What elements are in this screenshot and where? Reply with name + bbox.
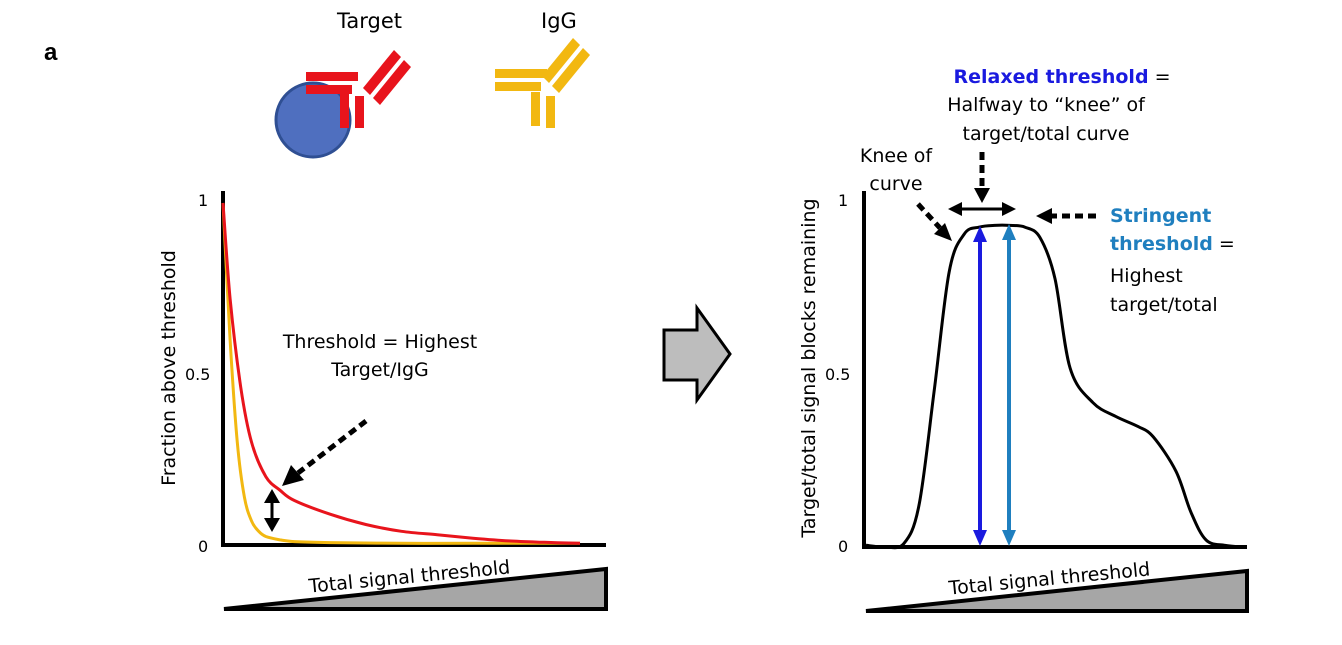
igg-curve [221, 202, 580, 545]
left-annotation-line2: Target/IgG [330, 359, 429, 381]
target-label: Target [336, 9, 402, 33]
antibody-schematic: Target IgG [274, 9, 590, 159]
igg-antibody-icon [495, 38, 590, 128]
right-chart: 1 0.5 0 Target/total signal blocks remai… [798, 66, 1249, 613]
stringent-label-line3: Highest [1110, 265, 1183, 287]
left-threshold-wedge [223, 566, 608, 611]
relaxed-label-suffix: = [1149, 66, 1171, 88]
left-chart-axes [221, 191, 606, 547]
right-ytick-0: 0 [838, 537, 848, 556]
difference-double-arrow [264, 489, 280, 532]
target-curve [221, 202, 581, 545]
right-y-axis-label: Target/total signal blocks remaining [798, 198, 820, 538]
left-y-axis-label: Fraction above threshold [158, 250, 180, 486]
right-ytick-1: 1 [838, 191, 848, 210]
stringent-label-line4: target/total [1110, 294, 1218, 316]
left-chart: 1 0.5 0 Fraction above threshold Thresho… [158, 191, 608, 611]
right-threshold-wedge [865, 568, 1249, 613]
stringent-label-arrow [1036, 208, 1096, 224]
left-ytick-0: 0 [198, 537, 208, 556]
relaxed-label-bold: Relaxed threshold [953, 66, 1148, 88]
left-ytick-1: 1 [198, 191, 208, 210]
bead [274, 81, 352, 159]
knee-span-double-arrow [948, 202, 1016, 216]
stringent-label-suffix: = [1213, 233, 1235, 255]
left-annotation-arrow [282, 419, 368, 486]
stringent-label-line1: Stringent [1110, 205, 1211, 227]
relaxed-label-line2: Halfway to “knee” of [947, 94, 1146, 116]
target-antibody-icon [306, 50, 411, 128]
transition-arrow-icon [662, 303, 732, 405]
knee-label-line2: curve [869, 173, 922, 195]
stringent-label-line2: threshold = [1110, 233, 1235, 255]
relaxed-threshold-arrow [973, 226, 987, 546]
relaxed-label-line1: Relaxed threshold = [953, 66, 1170, 88]
right-chart-axes [862, 191, 1247, 549]
igg-label: IgG [541, 9, 577, 33]
knee-label-arrow [916, 202, 952, 241]
target-total-curve [865, 223, 1245, 550]
right-ytick-0.5: 0.5 [825, 365, 850, 384]
panel-label: a [44, 39, 58, 66]
left-ytick-0.5: 0.5 [185, 365, 210, 384]
knee-label-line1: Knee of [860, 145, 934, 167]
relaxed-label-line3: target/total curve [963, 123, 1130, 145]
stringent-label-bold: threshold [1110, 233, 1213, 255]
stringent-threshold-arrow [1002, 224, 1016, 546]
left-annotation-line1: Threshold = Highest [282, 331, 477, 353]
relaxed-label-arrow [974, 152, 990, 203]
